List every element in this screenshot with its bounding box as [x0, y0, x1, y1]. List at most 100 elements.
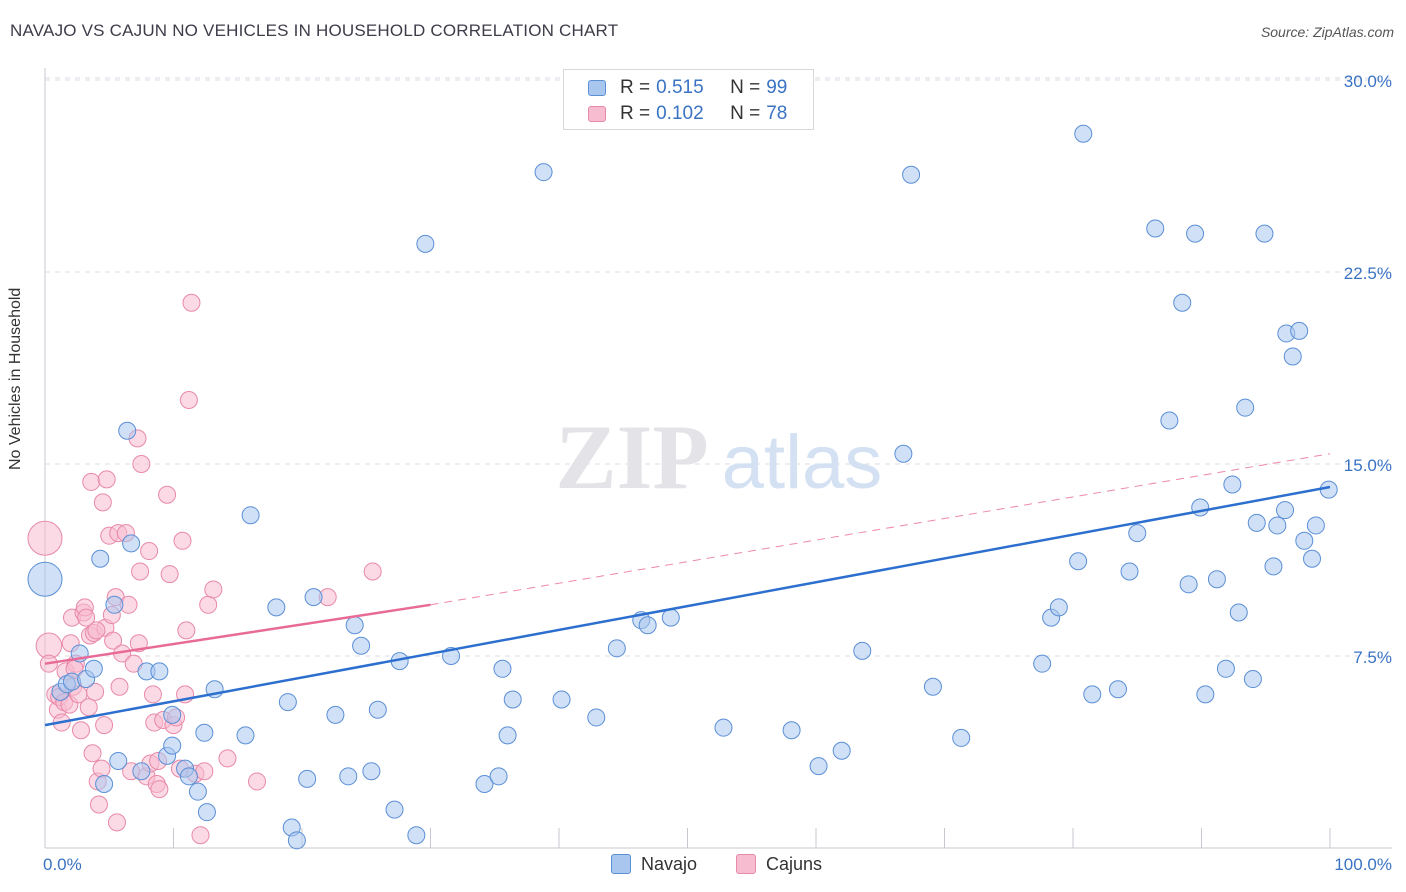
cajun-point [104, 631, 123, 650]
r-value: 0.102 [656, 103, 704, 124]
cajun-point [77, 608, 96, 627]
navajo-point [118, 421, 137, 440]
cajun-point [82, 472, 101, 491]
cajun-point [204, 580, 223, 599]
navajo-point [1128, 524, 1147, 543]
x-tick-labels: 0.0% 100.0% [43, 855, 1392, 874]
navajo-point [1295, 531, 1314, 550]
y-tick-label: 30.0% [1344, 72, 1392, 91]
navajo-point [1186, 224, 1205, 243]
cajun-point [173, 531, 192, 550]
navajo-point [345, 616, 364, 635]
cajun-point [27, 520, 63, 556]
navajo-point [498, 726, 517, 745]
navajo-point [241, 506, 260, 525]
cajun-point [363, 562, 382, 581]
navajo-point [1179, 575, 1198, 594]
navajo-point [1264, 557, 1283, 576]
navajo-point [298, 769, 317, 788]
navajo-point [503, 690, 522, 709]
navajo-point [638, 616, 657, 635]
cajun-point [158, 485, 177, 504]
navajo-point [534, 163, 553, 182]
navajo-point [368, 700, 387, 719]
cajuns-series [27, 293, 382, 845]
navajo-point [1049, 598, 1068, 617]
navajo-point [1033, 654, 1052, 673]
navajo-point [661, 608, 680, 627]
n-label: N = [730, 103, 761, 124]
legend-item-navajo[interactable]: Navajo [611, 852, 697, 876]
navajo-point [407, 826, 426, 845]
cajun-point [132, 455, 151, 473]
legend-row-navajo: R = 0.515 N = 99 [588, 77, 787, 99]
navajo-point [1223, 475, 1242, 494]
r-value: 0.515 [656, 77, 704, 98]
navajo-point [832, 741, 851, 760]
y-axis-label: No Vehicles in Household [7, 287, 24, 470]
navajo-point [105, 595, 124, 614]
navajo-point [385, 800, 404, 819]
legend-row-cajuns: R = 0.102 N = 78 [588, 103, 787, 125]
navajo-point [27, 561, 63, 597]
cajun-point [191, 826, 210, 845]
navajo-point [352, 636, 371, 655]
navajo-point [1243, 670, 1262, 689]
r-label: R = [620, 77, 651, 98]
navajo-point [362, 762, 381, 781]
navajo-point [607, 639, 626, 658]
cajun-point [140, 542, 159, 561]
navajo-point [782, 721, 801, 740]
cajun-point [150, 780, 169, 799]
navajo-point [493, 659, 512, 678]
x-tick-label: 0.0% [43, 855, 82, 874]
navajo-point [587, 708, 606, 727]
n-value: 78 [766, 103, 788, 124]
cajuns-legend-swatch [736, 854, 756, 874]
navajo-point [304, 588, 323, 607]
grid-lines [45, 77, 1392, 657]
navajo-point [95, 775, 114, 793]
navajo-point [1160, 411, 1179, 430]
navajo-point [1247, 513, 1266, 532]
watermark-atlas: atlas [722, 420, 883, 505]
cajun-point [199, 595, 218, 614]
legend-item-cajuns[interactable]: Cajuns [736, 852, 822, 876]
cajun-point [83, 744, 102, 763]
navajo-point [1069, 552, 1088, 571]
cajuns-swatch [588, 106, 606, 122]
navajo-swatch [588, 80, 606, 96]
navajo-point [475, 775, 494, 793]
y-tick-labels: 7.5% 15.0% 22.5% 30.0% [1344, 72, 1392, 667]
source-label: Source: ZipAtlas.com [1260, 24, 1394, 40]
cajun-point [131, 562, 150, 581]
navajo-point [1083, 685, 1102, 704]
navajo-point [1216, 659, 1235, 678]
navajo-point [1146, 219, 1165, 238]
navajo-point [894, 444, 913, 463]
x-tick-label: 100.0% [1334, 855, 1392, 874]
cajun-point [97, 470, 116, 489]
navajo-point [416, 234, 435, 253]
axes [44, 68, 1392, 849]
navajo-trend-line [44, 485, 1331, 727]
cajun-point [87, 621, 106, 640]
navajo-point [1290, 321, 1309, 340]
navajo-legend-swatch [611, 854, 631, 874]
navajo-point [1074, 124, 1093, 143]
navajo-point [236, 726, 255, 745]
cajun-point [95, 716, 114, 735]
navajo-point [1173, 293, 1192, 312]
navajo-point [1196, 685, 1215, 704]
navajo-point [188, 782, 207, 801]
r-label: R = [620, 103, 651, 124]
navajo-point [552, 690, 571, 709]
navajo-point [326, 705, 345, 724]
navajo-point [84, 659, 103, 678]
y-tick-label: 15.0% [1344, 456, 1392, 475]
navajo-point [163, 705, 182, 724]
cajun-point [179, 391, 198, 409]
navajo-point [267, 598, 286, 617]
navajo-point [1283, 347, 1302, 366]
